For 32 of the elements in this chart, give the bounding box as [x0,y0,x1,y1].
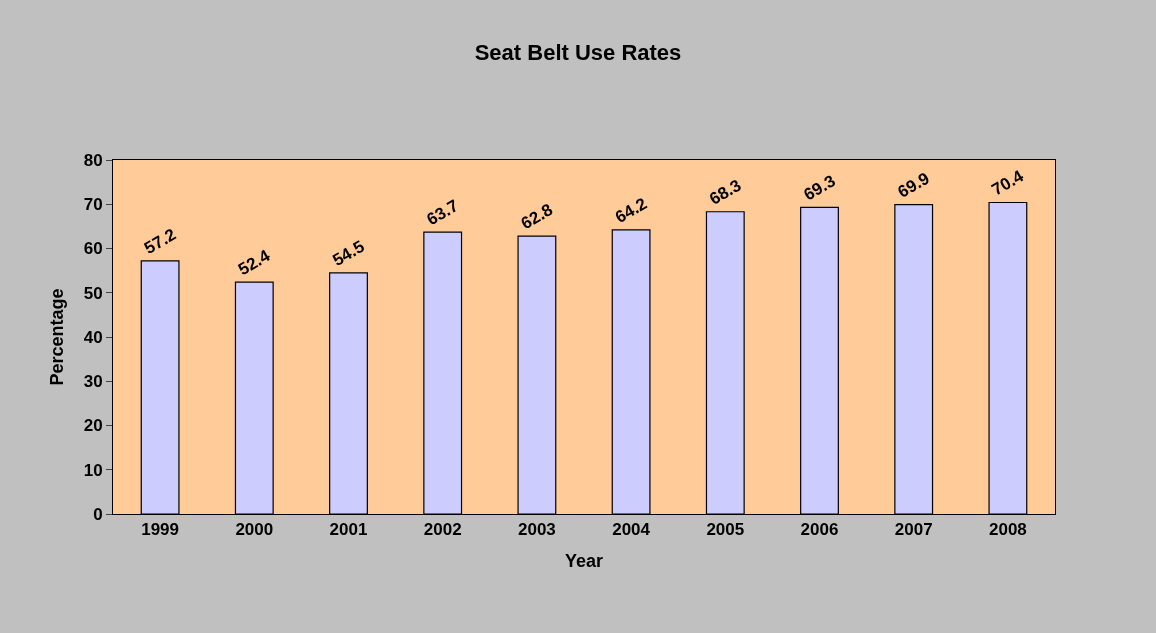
data-label: 68.3 [706,175,745,209]
y-tick-label: 50 [83,283,103,303]
data-label: 70.4 [988,166,1028,200]
x-tick-label: 2008 [988,520,1027,540]
data-label: 64.2 [612,193,651,227]
y-tick-label: 60 [83,239,103,259]
y-tick-label: 40 [83,327,103,347]
data-label: 69.3 [800,171,839,205]
y-tick-label: 10 [83,460,103,480]
data-label: 57.2 [141,224,180,258]
y-axis-title: Percentage [46,288,67,386]
x-tick-label: 2001 [329,520,368,540]
data-label: 62.8 [517,200,556,234]
x-tick-label: 2007 [894,520,933,540]
chart-title: Seat Belt Use Rates [474,39,682,65]
y-tick-label: 70 [83,195,103,215]
data-label: 63.7 [423,196,462,230]
y-tick-label: 80 [83,150,103,170]
x-axis-title: Year [564,550,604,571]
x-tick-label: 2004 [612,520,651,540]
data-label: 69.9 [894,168,933,202]
x-tick-label: 2006 [800,520,839,540]
x-tick-label: 2005 [706,520,745,540]
y-tick-label: 0 [93,504,103,524]
data-label: 54.5 [329,236,368,270]
data-label: 52.4 [234,245,274,280]
x-tick-label: 2003 [517,520,556,540]
y-tick-label: 30 [83,372,103,392]
y-tick-label: 20 [83,416,103,436]
x-tick-label: 2000 [235,520,274,540]
x-tick-label: 2002 [423,520,462,540]
x-tick-label: 1999 [141,520,180,540]
